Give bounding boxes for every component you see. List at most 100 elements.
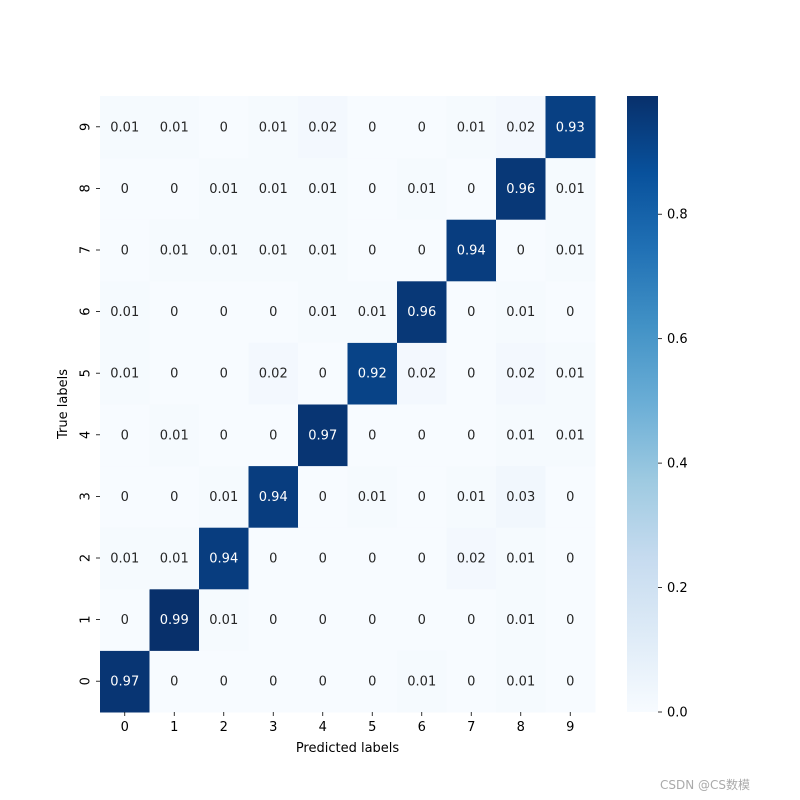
cell-value-label: 0 — [467, 182, 475, 197]
cell-value-label: 0.02 — [457, 552, 486, 567]
heatmap-cell — [248, 280, 299, 343]
cell-value-label: 0 — [170, 490, 178, 505]
heatmap-cell — [545, 588, 596, 651]
heatmap-cell — [347, 96, 398, 159]
heatmap-cell — [446, 342, 497, 405]
cell-value-label: 0 — [566, 613, 574, 628]
cell-value-label: 0.02 — [506, 367, 535, 382]
cell-value-label: 0 — [517, 244, 525, 259]
heatmap-cell — [545, 650, 596, 713]
heatmap-cell — [298, 96, 348, 159]
x-tick-label: 6 — [418, 720, 426, 735]
heatmap-cell — [298, 404, 348, 467]
cell-value-label: 0.01 — [110, 552, 139, 567]
cell-value-label: 0.01 — [259, 182, 288, 197]
heatmap-cell — [248, 465, 299, 528]
heatmap-cell — [347, 588, 398, 651]
cell-value-label: 0 — [368, 613, 376, 628]
x-tick-label: 4 — [319, 720, 327, 735]
heatmap-cell — [397, 157, 447, 220]
heatmap-cell — [149, 280, 200, 343]
heatmap-cell — [199, 527, 249, 590]
heatmap-cell — [446, 527, 497, 590]
heatmap-cell — [199, 219, 249, 282]
cell-value-label: 0.97 — [308, 428, 337, 443]
cell-value-label: 0.01 — [407, 182, 436, 197]
cell-value-label: 0.01 — [209, 613, 238, 628]
heatmap-cell — [100, 527, 150, 590]
cell-value-label: 0 — [418, 244, 426, 259]
heatmap-cell — [446, 650, 497, 713]
cell-value-label: 0.01 — [556, 244, 585, 259]
heatmap-cell — [446, 404, 497, 467]
heatmap-cell — [248, 650, 299, 713]
heatmap-cell — [446, 96, 497, 159]
heatmap-cell — [496, 588, 546, 651]
x-tick-label: 1 — [170, 720, 178, 735]
cell-value-label: 0.01 — [160, 120, 189, 135]
heatmap-cell — [100, 157, 150, 220]
heatmap-cell — [446, 280, 497, 343]
heatmap-cell — [397, 280, 447, 343]
cell-value-label: 0.01 — [209, 182, 238, 197]
cell-value-label: 0.94 — [457, 244, 486, 259]
heatmap-cell — [397, 96, 447, 159]
heatmap-cell — [347, 157, 398, 220]
cell-value-label: 0 — [566, 552, 574, 567]
watermark: CSDN @CS数模 — [660, 778, 751, 792]
heatmap-cell — [248, 96, 299, 159]
cell-value-label: 0.99 — [160, 613, 189, 628]
heatmap-cell — [248, 157, 299, 220]
heatmap-cell-labels: 0.97 0 0 0 0 0 0.01 0 0.01 0 0 0.99 0.01 0 0 0 0 0 0.01 0 0.… — [110, 120, 584, 689]
cell-value-label: 0 — [467, 613, 475, 628]
heatmap-cell — [149, 527, 200, 590]
heatmap-cell — [298, 157, 348, 220]
cell-value-label: 0 — [566, 675, 574, 690]
cell-value-label: 0.01 — [259, 244, 288, 259]
cell-value-label: 0 — [319, 552, 327, 567]
heatmap-cell — [545, 342, 596, 405]
cell-value-label: 0 — [467, 675, 475, 690]
heatmap-cell — [248, 342, 299, 405]
x-axis-label: Predicted labels — [296, 741, 400, 756]
heatmap-cell — [496, 280, 546, 343]
heatmap-cell — [446, 219, 497, 282]
heatmap-cell — [149, 96, 200, 159]
colorbar-tick-label: 0.4 — [667, 457, 688, 472]
y-tick-label: 9 — [79, 123, 94, 131]
cell-value-label: 0.01 — [209, 490, 238, 505]
heatmap-cell — [298, 465, 348, 528]
heatmap-cell — [100, 588, 150, 651]
y-tick-label: 4 — [79, 431, 94, 439]
heatmap-cell — [496, 465, 546, 528]
y-tick-label: 6 — [79, 307, 94, 315]
colorbar-tick-label: 0.2 — [667, 581, 688, 596]
cell-value-label: 0.01 — [160, 428, 189, 443]
cell-value-label: 0.01 — [506, 675, 535, 690]
cell-value-label: 0 — [269, 305, 277, 320]
cell-value-label: 0.96 — [506, 182, 535, 197]
heatmap-cell — [199, 280, 249, 343]
heatmap-cell — [149, 588, 200, 651]
cell-value-label: 0.01 — [506, 428, 535, 443]
cell-value-label: 0 — [121, 613, 129, 628]
colorbar-tick-label: 0.0 — [667, 706, 688, 721]
cell-value-label: 0 — [566, 305, 574, 320]
cell-value-label: 0 — [368, 120, 376, 135]
cell-value-label: 0.96 — [407, 305, 436, 320]
cell-value-label: 0.94 — [209, 552, 238, 567]
heatmap-cell — [446, 157, 497, 220]
heatmap-cell — [248, 527, 299, 590]
cell-value-label: 0.01 — [209, 244, 238, 259]
heatmap-cell — [100, 342, 150, 405]
cell-value-label: 0 — [121, 428, 129, 443]
heatmap-cell — [496, 650, 546, 713]
cell-value-label: 0 — [418, 428, 426, 443]
cell-value-label: 0 — [467, 367, 475, 382]
cell-value-label: 0.97 — [110, 675, 139, 690]
colorbar-tick-label: 0.8 — [667, 208, 688, 223]
heatmap-cell — [397, 219, 447, 282]
cell-value-label: 0.01 — [160, 244, 189, 259]
heatmap-cell — [397, 404, 447, 467]
